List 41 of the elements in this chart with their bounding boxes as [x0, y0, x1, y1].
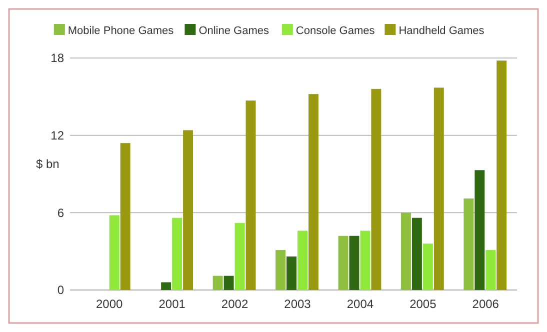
- bar: [212, 276, 223, 290]
- bar: [298, 230, 308, 290]
- bar: [464, 198, 474, 290]
- bar: [246, 100, 256, 290]
- x-tick-label: 2006: [472, 297, 500, 311]
- bar: [286, 256, 296, 290]
- x-tick-label: 2002: [221, 297, 248, 311]
- bar: [412, 218, 422, 290]
- x-tick-label: 2003: [284, 297, 312, 311]
- bar: [172, 218, 182, 290]
- bar: [434, 88, 444, 290]
- x-tick-label: 2005: [410, 297, 437, 311]
- bar: [422, 244, 433, 290]
- x-tick-label: 2001: [158, 297, 186, 311]
- y-tick-label: 12: [50, 128, 64, 143]
- bar: [474, 170, 485, 290]
- bar: [496, 60, 507, 290]
- y-tick-label: 18: [50, 51, 64, 66]
- bar: [120, 143, 130, 290]
- legend-label: Online Games: [198, 25, 270, 37]
- x-tick-label: 2000: [96, 297, 124, 311]
- legend-label: Console Games: [296, 25, 376, 37]
- bar: [338, 236, 348, 290]
- bar: [360, 230, 370, 290]
- legend-label: Handheld Games: [398, 25, 485, 37]
- bar: [224, 276, 234, 290]
- y-tick-label: 6: [57, 206, 64, 220]
- x-tick-label: 2004: [346, 297, 374, 311]
- bar: [183, 130, 194, 290]
- bar: [400, 212, 411, 290]
- legend-label: Mobile Phone Games: [68, 25, 174, 37]
- bar: [109, 215, 120, 290]
- bar: [308, 94, 318, 290]
- bar: [371, 88, 382, 290]
- bar: [486, 250, 496, 290]
- bar: [349, 236, 360, 290]
- y-tick-label: 0: [57, 283, 64, 298]
- y-axis-title: $ bn: [36, 157, 60, 171]
- bar: [161, 282, 172, 290]
- bar: [234, 222, 245, 290]
- bar: [276, 250, 286, 290]
